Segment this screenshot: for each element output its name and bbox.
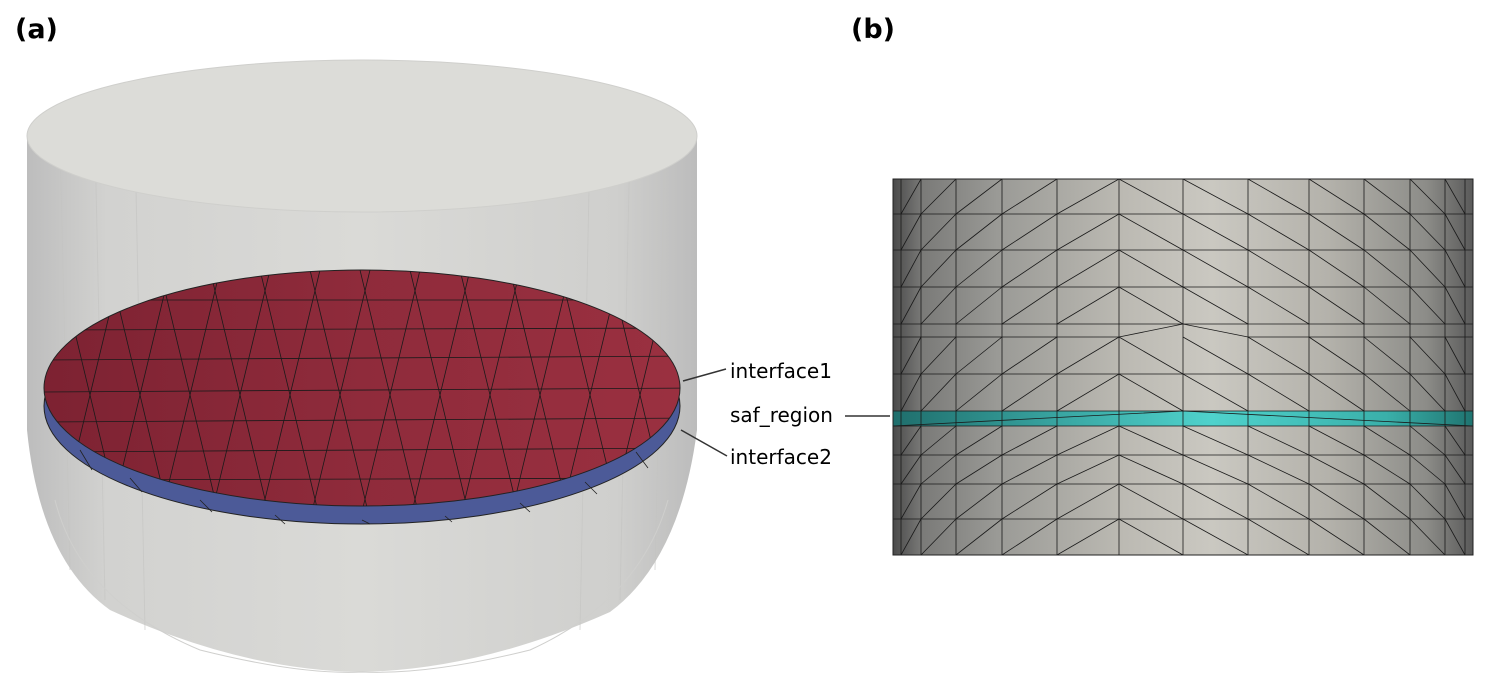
cylinder-top	[26, 59, 698, 213]
interface2-rim-mesh	[79, 449, 649, 525]
cylinder-bottom-edge	[54, 499, 669, 673]
mesh-side-view	[892, 178, 1474, 556]
interface2-label: interface2	[730, 445, 832, 469]
interface1-disk	[43, 269, 681, 507]
side-mesh-lines	[893, 179, 1473, 555]
interface1-label: interface1	[730, 359, 832, 383]
panel-a-label: (a)	[15, 14, 58, 45]
interface1-leader	[682, 368, 727, 382]
saf-region-label: saf_region	[730, 403, 833, 427]
interface2-leader	[680, 429, 728, 457]
panel-b-label: (b)	[851, 14, 896, 45]
cylinder-diagram	[26, 59, 698, 673]
